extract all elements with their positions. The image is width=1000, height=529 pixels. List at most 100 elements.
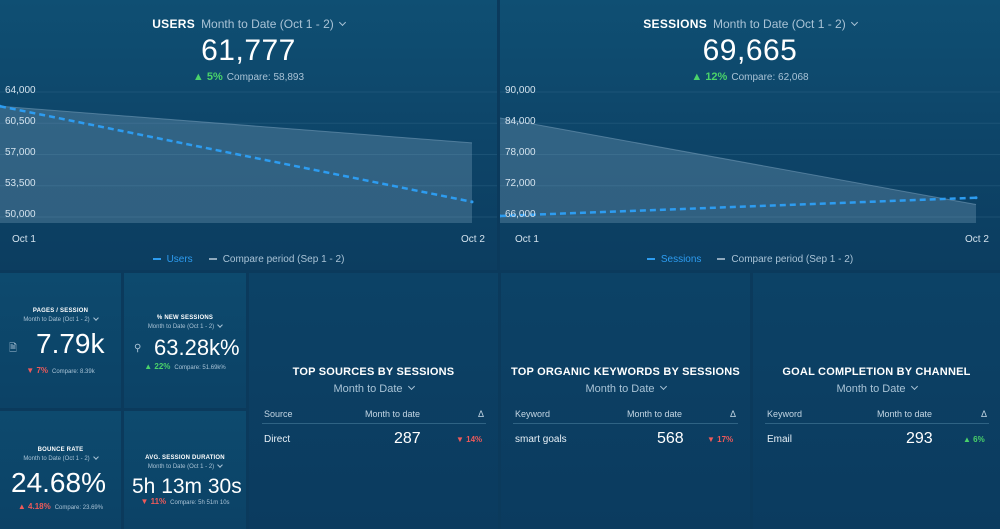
legend-swatch <box>717 258 726 261</box>
x-tick-label: Oct 2 <box>461 234 485 245</box>
metric-title: AVG. SESSION DURATION <box>145 455 225 461</box>
divider <box>513 423 738 424</box>
table-period-dropdown[interactable]: Month to Date <box>501 382 750 395</box>
x-tick-label: Oct 1 <box>515 234 539 245</box>
arrow-up-icon: ▲ <box>17 502 29 511</box>
metric-compare: Compare: 23.69% <box>54 505 104 511</box>
row-delta-value: 6% <box>973 435 985 444</box>
series-line <box>0 105 473 204</box>
table-period-label: Month to Date <box>585 383 655 395</box>
chevron-down-icon <box>217 322 224 328</box>
sessions-period-dropdown[interactable]: Month to Date (Oct 1 - 2) <box>713 17 858 31</box>
chevron-down-icon <box>659 382 667 391</box>
y-tick-label: 50,000 <box>5 209 36 220</box>
metric-delta-value: 22% <box>154 362 171 371</box>
metric-period-dropdown[interactable]: Month to Date (Oct 1 - 2) <box>124 322 246 330</box>
legend-swatch <box>208 258 217 261</box>
legend-compare[interactable]: Compare period (Sep 1 - 2) <box>222 254 345 265</box>
legend-swatch <box>152 258 161 261</box>
y-tick-label: 57,000 <box>5 147 36 158</box>
metric-delta: ▼ 7% Compare: 8.39k <box>0 366 121 375</box>
compare-line <box>0 105 473 144</box>
column-header[interactable]: Source <box>264 409 293 419</box>
sessions-period-label: Month to Date (Oct 1 - 2) <box>713 17 846 31</box>
column-header[interactable]: Keyword <box>515 409 551 419</box>
table-period-dropdown[interactable]: Month to Date <box>753 382 1000 395</box>
chevron-down-icon <box>338 18 346 27</box>
y-tick-label: 66,000 <box>505 209 536 220</box>
y-tick-label: 53,500 <box>5 178 36 189</box>
data-point <box>0 104 2 108</box>
x-tick-label: Oct 1 <box>12 234 36 245</box>
row-delta-value: 14% <box>466 435 483 444</box>
user-icon: ⚲ <box>134 343 142 354</box>
chevron-down-icon <box>850 18 858 27</box>
column-header[interactable]: Month to date <box>627 409 683 419</box>
legend-series[interactable]: Sessions <box>660 254 702 265</box>
arrow-down-icon: ▼ <box>707 435 718 444</box>
sessions-value: 69,665 <box>702 34 798 67</box>
legend-compare[interactable]: Compare period (Sep 1 - 2) <box>731 254 854 265</box>
metric-period-label: Month to Date (Oct 1 - 2) <box>23 456 90 462</box>
metric-value: 63.28k% <box>154 335 240 360</box>
column-header[interactable]: Δ <box>730 409 737 419</box>
compare-line <box>500 117 977 205</box>
top-sources-widget <box>249 273 498 529</box>
divider <box>262 423 486 424</box>
column-header[interactable]: Month to date <box>365 409 421 419</box>
y-tick-label: 72,000 <box>505 178 536 189</box>
metric-value: 7.79k <box>36 328 105 359</box>
metric-period-dropdown[interactable]: Month to Date (Oct 1 - 2) <box>124 462 246 470</box>
metric-title: PAGES / SESSION <box>32 308 89 314</box>
row-value: 568 <box>657 430 684 447</box>
users-period-dropdown[interactable]: Month to Date (Oct 1 - 2) <box>201 17 346 31</box>
sessions-delta: ▲ 12% Compare: 62,068 <box>500 71 1000 83</box>
y-tick-label: 90,000 <box>505 85 536 96</box>
data-point <box>470 200 474 204</box>
sessions-title: SESSIONS <box>643 17 708 31</box>
goal-completion-widget <box>753 273 1000 529</box>
column-header[interactable]: Month to date <box>877 409 933 419</box>
metric-delta-value: 4.18% <box>28 502 51 511</box>
metric-period-dropdown[interactable]: Month to Date (Oct 1 - 2) <box>0 315 121 323</box>
sessions-legend: Sessions Compare period (Sep 1 - 2) <box>500 254 1000 265</box>
compare-area <box>500 118 976 223</box>
metric-delta-value: 7% <box>36 366 48 375</box>
users-period-label: Month to Date (Oct 1 - 2) <box>201 17 334 31</box>
row-value: 287 <box>394 430 421 447</box>
chevron-down-icon <box>92 454 99 460</box>
chevron-down-icon <box>910 382 918 391</box>
arrow-up-icon: ▲ <box>144 362 155 371</box>
users-widget: USERS Month to Date (Oct 1 - 2) 61,777 ▲ … <box>0 0 497 270</box>
table-title: TOP SOURCES BY SESSIONS <box>292 366 455 378</box>
sessions-widget: SESSIONS Month to Date (Oct 1 - 2) 69,665… <box>500 0 1000 270</box>
new-sessions-widget: % NEW SESSIONS Month to Date (Oct 1 - 2)… <box>124 273 246 408</box>
arrow-down-icon: ▼ <box>26 366 37 375</box>
metric-period-label: Month to Date (Oct 1 - 2) <box>147 324 215 330</box>
sessions-header: SESSIONS Month to Date (Oct 1 - 2) <box>500 17 1000 31</box>
column-header[interactable]: Keyword <box>767 409 803 419</box>
avg-session-duration-widget: AVG. SESSION DURATION Month to Date (Oct… <box>124 411 246 529</box>
arrow-up-icon: ▲ <box>192 71 207 83</box>
metric-value: 5h 13m 30s <box>132 475 242 498</box>
chevron-down-icon <box>407 382 415 391</box>
metric-compare: Compare: 5h 51m 10s <box>170 500 230 506</box>
users-value: 61,777 <box>201 34 296 67</box>
metric-value: 24.68% <box>11 467 106 498</box>
row-delta: ▼ 17% <box>707 435 733 444</box>
x-tick-label: Oct 2 <box>965 234 989 245</box>
metric-delta: ▲ 4.18% Compare: 23.69% <box>0 502 121 511</box>
legend-series[interactable]: Users <box>166 254 193 265</box>
row-delta-value: 17% <box>717 435 734 444</box>
data-point <box>974 196 978 200</box>
table-period-dropdown[interactable]: Month to Date <box>249 382 498 395</box>
row-label: Email <box>767 434 793 445</box>
data-point <box>500 214 502 218</box>
column-header[interactable]: Δ <box>478 409 485 419</box>
column-header[interactable]: Δ <box>981 409 988 419</box>
table-title: GOAL COMPLETION BY CHANNEL <box>782 366 971 378</box>
users-title: USERS <box>152 17 196 31</box>
users-delta-value: 5% <box>206 71 223 83</box>
pages-session-widget: PAGES / SESSION Month to Date (Oct 1 - 2… <box>0 273 121 408</box>
metric-period-dropdown[interactable]: Month to Date (Oct 1 - 2) <box>0 454 121 462</box>
